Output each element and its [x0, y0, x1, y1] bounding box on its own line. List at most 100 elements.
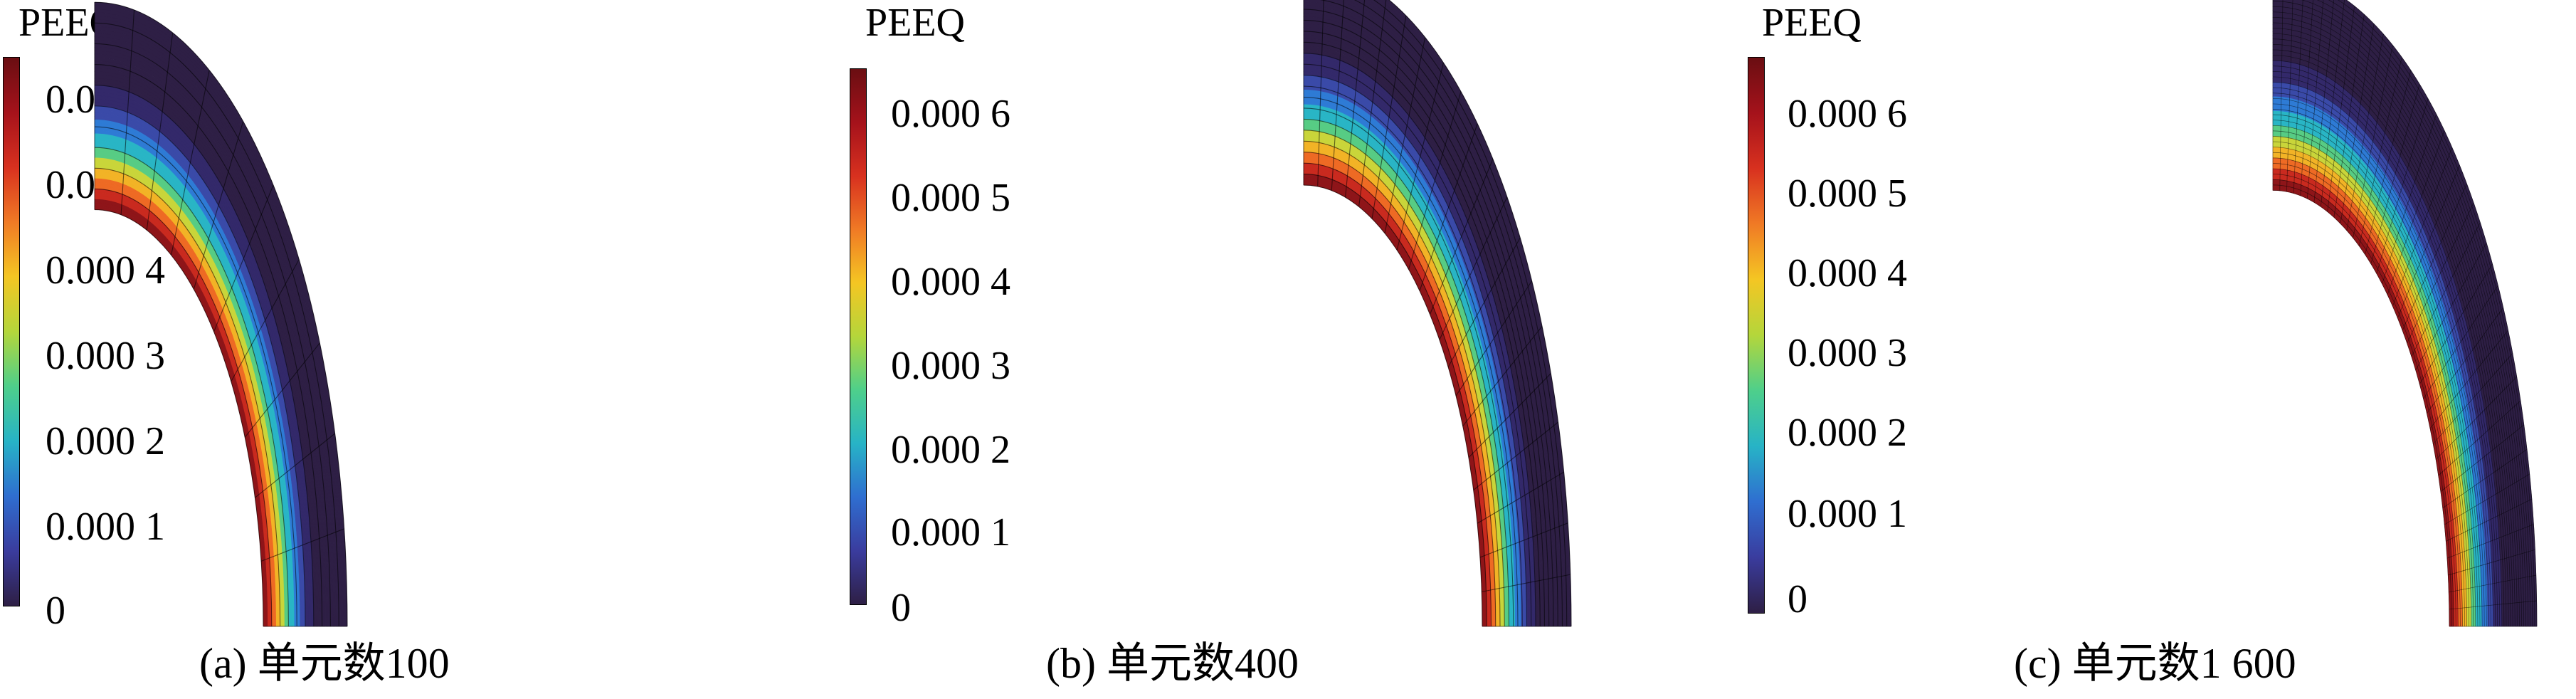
mesh-radial-line	[2346, 33, 2384, 231]
annulus	[2272, 0, 2538, 627]
mesh-radial-line	[2358, 57, 2402, 246]
mesh-radial-line	[1455, 280, 1533, 396]
mesh-radial-line	[2438, 400, 2521, 476]
tick-label: 0.000 3	[1788, 331, 1907, 375]
mesh-radial-line	[2435, 377, 2518, 460]
mesh-radial-line	[1477, 471, 1564, 524]
annulus	[94, 1, 348, 627]
panel-b: PEEQ 0.000 6 0.000 5 0.000 4 0.000 3 0.0…	[840, 0, 1708, 699]
contour-plot	[94, 1, 348, 627]
mesh-radial-line	[2333, 14, 2365, 218]
mesh-radial-line	[2307, 0, 2324, 199]
mesh-radial-line	[1462, 326, 1543, 426]
mesh-radial-line	[2423, 285, 2498, 399]
tick-label: 0.000 4	[891, 260, 1010, 304]
mesh-radial-line	[213, 184, 274, 332]
mesh-radial-line	[2446, 524, 2534, 559]
mesh-radial-line	[2293, 0, 2303, 194]
tick-label: 0	[1788, 577, 1807, 621]
tick-label: 0.000 5	[891, 176, 1010, 220]
mesh	[2272, 0, 2538, 627]
mesh-radial-line	[1345, 0, 1366, 198]
mesh-radial-line	[2449, 574, 2536, 593]
tick-label: 0.000 1	[46, 505, 165, 549]
mesh-radial-line	[2286, 0, 2293, 192]
colorbar	[3, 57, 20, 606]
mesh-radial-line	[2440, 424, 2525, 492]
mesh-radial-line	[2387, 130, 2445, 295]
mesh-radial-line	[1439, 196, 1508, 340]
tick-label: 0.000 2	[1788, 411, 1907, 455]
tick-label: 0.000 1	[891, 510, 1010, 555]
tick-label: 0	[46, 589, 65, 633]
mesh-radial-line	[193, 121, 244, 290]
mesh-radial-line	[2411, 222, 2481, 357]
mesh	[1303, 0, 1572, 627]
mesh-radial-line	[2407, 202, 2474, 344]
mesh-radial-line	[1331, 0, 1344, 191]
tick-label: 0.000 5	[1788, 172, 1907, 216]
mesh-radial-line	[1468, 373, 1551, 458]
tick-label: 0.000 3	[46, 334, 165, 378]
tick-label: 0.000 6	[891, 92, 1010, 136]
tick-label: 0.000 2	[891, 428, 1010, 472]
mesh-arc	[1303, 184, 1483, 627]
mesh-radial-line	[2340, 23, 2375, 224]
mesh-radial-line	[2300, 0, 2313, 196]
mesh-radial-line	[2382, 114, 2437, 285]
mesh-radial-line	[1408, 91, 1462, 270]
mesh-radial-line	[2365, 70, 2412, 255]
panel-caption: (a) 单元数100	[199, 640, 450, 687]
panel-caption: (b) 单元数400	[1046, 640, 1299, 687]
panel-caption: (c) 单元数1 600	[2014, 640, 2296, 687]
tick-label: 0	[891, 586, 911, 630]
mesh-radial-line	[2446, 498, 2533, 542]
colorbar	[850, 68, 867, 605]
mesh-radial-line	[255, 433, 335, 498]
mesh-radial-line	[2429, 330, 2508, 429]
mesh-radial-line	[2327, 6, 2355, 212]
mesh-radial-line	[244, 342, 320, 438]
mesh-radial-line	[1396, 63, 1444, 251]
mesh-radial-line	[2444, 473, 2530, 525]
legend-title: PEEQ	[865, 1, 965, 45]
mesh-radial-line	[2419, 263, 2493, 384]
mesh	[94, 1, 348, 627]
mesh-arc	[2272, 190, 2450, 627]
annulus	[1303, 0, 1572, 627]
tick-label: 0.000 2	[46, 419, 165, 463]
tick-label: 0.000 1	[1788, 492, 1907, 536]
tick-label: 0.000 4	[1788, 251, 1907, 295]
colorbar	[1748, 57, 1765, 614]
mesh-radial-line	[2448, 549, 2535, 576]
mesh-radial-line	[2279, 0, 2284, 191]
tick-label: 0.000 4	[46, 248, 165, 293]
mesh-radial-line	[171, 70, 210, 256]
mesh-radial-line	[1384, 37, 1426, 233]
mesh-radial-line	[2313, 0, 2334, 203]
mesh-radial-line	[1447, 237, 1521, 367]
mesh-radial-line	[2442, 448, 2528, 509]
mesh-radial-line	[2415, 243, 2487, 371]
mesh-radial-line	[2353, 45, 2393, 238]
mesh-radial-line	[260, 528, 344, 562]
mesh-radial-line	[1358, 0, 1387, 207]
mesh-radial-line	[120, 9, 135, 215]
mesh-radial-line	[2449, 600, 2537, 610]
mesh-radial-line	[2402, 183, 2467, 331]
mesh-radial-line	[1473, 421, 1558, 490]
mesh-radial-line	[1479, 522, 1568, 558]
mesh-radial-line	[2397, 164, 2460, 318]
tick-label: 0.000 6	[1788, 92, 1907, 136]
panel-c: PEEQ 0.000 6 0.000 5 0.000 4 0.000 3 0.0…	[1722, 0, 2576, 699]
mesh-radial-line	[2427, 308, 2503, 414]
contour-plot	[2272, 0, 2538, 627]
mesh-radial-line	[2432, 353, 2513, 444]
mesh-radial-line	[1429, 159, 1494, 315]
mesh-radial-line	[2376, 98, 2429, 274]
mesh-radial-line	[231, 259, 300, 382]
mesh-radial-line	[1371, 15, 1407, 219]
legend-title: PEEQ	[1762, 1, 1862, 45]
mesh-radial-line	[2370, 83, 2420, 264]
mesh-radial-line	[2392, 147, 2453, 307]
